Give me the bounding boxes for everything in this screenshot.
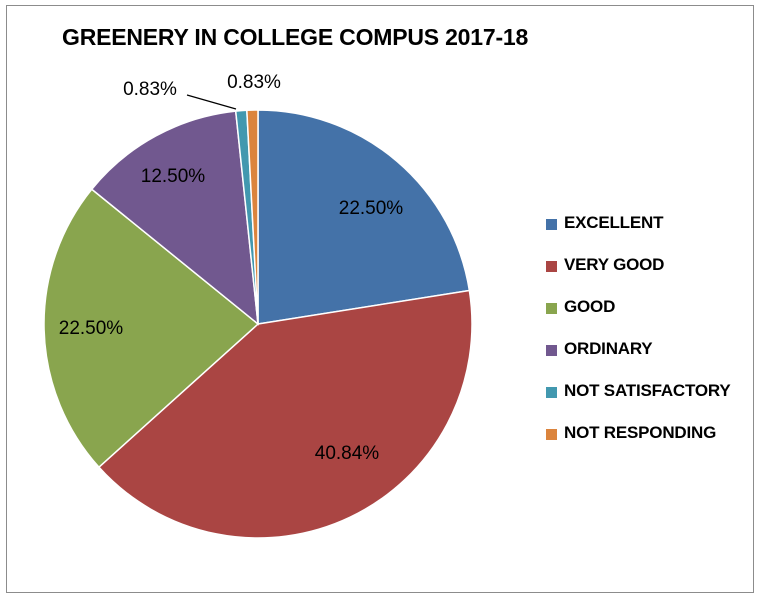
chart-legend: EXCELLENT VERY GOOD GOOD ORDINARY NOT SA… bbox=[546, 213, 756, 465]
legend-label: NOT RESPONDING bbox=[564, 423, 717, 442]
legend-item-not-satisfactory: NOT SATISFACTORY bbox=[546, 381, 756, 423]
pie-slice-excellent bbox=[257, 109, 471, 325]
legend-label: EXCELLENT bbox=[564, 213, 664, 232]
slice-value-label-ordinary: 12.50% bbox=[141, 166, 206, 187]
pie-slice-good bbox=[43, 188, 260, 469]
pie-slice-very-good bbox=[97, 289, 473, 539]
legend-label: ORDINARY bbox=[564, 339, 653, 358]
slice-value-label-not-responding: 0.83% bbox=[227, 72, 281, 93]
slice-value-label-good: 22.50% bbox=[59, 318, 124, 339]
legend-label: NOT SATISFACTORY bbox=[564, 381, 731, 400]
slice-value-label-not-satisfactory: 0.83% bbox=[123, 79, 177, 100]
legend-swatch bbox=[546, 303, 557, 314]
slice-value-label-excellent: 22.50% bbox=[339, 198, 404, 219]
legend-label: GOOD bbox=[564, 297, 616, 316]
legend-label: VERY GOOD bbox=[564, 255, 665, 274]
pie-slice-not-responding bbox=[246, 109, 259, 325]
legend-item-not-responding: NOT RESPONDING bbox=[546, 423, 756, 465]
legend-swatch bbox=[546, 219, 557, 230]
legend-item-excellent: EXCELLENT bbox=[546, 213, 756, 255]
legend-item-ordinary: ORDINARY bbox=[546, 339, 756, 381]
legend-item-good: GOOD bbox=[546, 297, 756, 339]
leader-line bbox=[186, 94, 237, 110]
legend-swatch bbox=[546, 387, 557, 398]
chart-title: GREENERY IN COLLEGE COMPUS 2017-18 bbox=[62, 24, 529, 50]
pie-slice-ordinary bbox=[90, 110, 259, 326]
legend-swatch bbox=[546, 345, 557, 356]
legend-swatch bbox=[546, 429, 557, 440]
slice-value-label-very-good: 40.84% bbox=[315, 443, 380, 464]
legend-item-very-good: VERY GOOD bbox=[546, 255, 756, 297]
legend-swatch bbox=[546, 261, 557, 272]
